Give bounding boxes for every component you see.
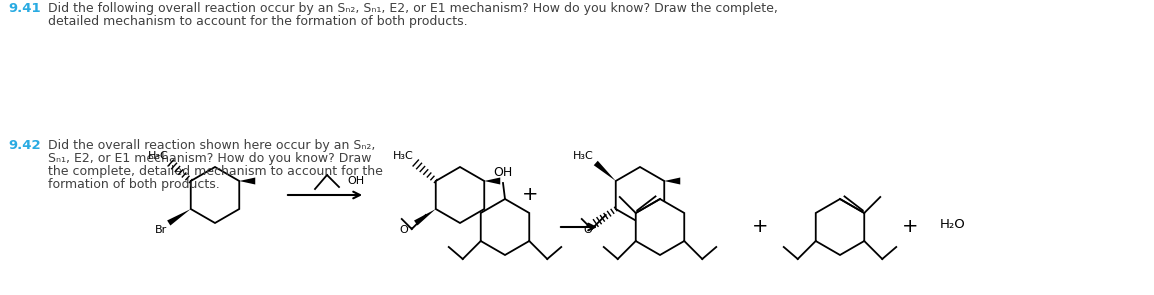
Text: H₃C: H₃C	[574, 151, 594, 161]
Polygon shape	[616, 167, 665, 223]
Polygon shape	[414, 209, 436, 225]
Text: H₂O: H₂O	[941, 219, 966, 232]
Text: Br: Br	[155, 225, 166, 235]
Text: detailed mechanism to account for the formation of both products.: detailed mechanism to account for the fo…	[48, 15, 467, 28]
Text: +: +	[522, 186, 538, 204]
Polygon shape	[436, 167, 485, 223]
Polygon shape	[636, 199, 684, 255]
Text: OH: OH	[347, 176, 365, 186]
Text: 9.41: 9.41	[8, 2, 40, 15]
Polygon shape	[485, 178, 500, 184]
Text: O⁻: O⁻	[399, 225, 414, 235]
Text: Did the overall reaction shown here occur by an Sₙ₂,: Did the overall reaction shown here occu…	[48, 139, 375, 152]
Text: O: O	[583, 225, 592, 235]
Text: formation of both products.: formation of both products.	[48, 178, 219, 191]
Text: +: +	[751, 217, 769, 237]
Polygon shape	[816, 199, 864, 255]
Text: Did the following overall reaction occur by an Sₙ₂, Sₙ₁, E2, or E1 mechanism? Ho: Did the following overall reaction occur…	[48, 2, 778, 15]
Text: OH: OH	[494, 166, 512, 179]
Polygon shape	[481, 199, 530, 255]
Polygon shape	[594, 161, 616, 181]
Text: H₃C: H₃C	[148, 151, 168, 161]
Polygon shape	[167, 209, 190, 226]
Text: H₃C: H₃C	[394, 151, 414, 161]
Text: the complete, detailed mechanism to account for the: the complete, detailed mechanism to acco…	[48, 165, 383, 178]
Text: +: +	[901, 217, 919, 237]
Polygon shape	[190, 167, 239, 223]
Polygon shape	[665, 178, 680, 184]
Text: 9.42: 9.42	[8, 139, 40, 152]
Polygon shape	[239, 178, 255, 184]
Text: Sₙ₁, E2, or E1 mechanism? How do you know? Draw: Sₙ₁, E2, or E1 mechanism? How do you kno…	[48, 152, 372, 165]
